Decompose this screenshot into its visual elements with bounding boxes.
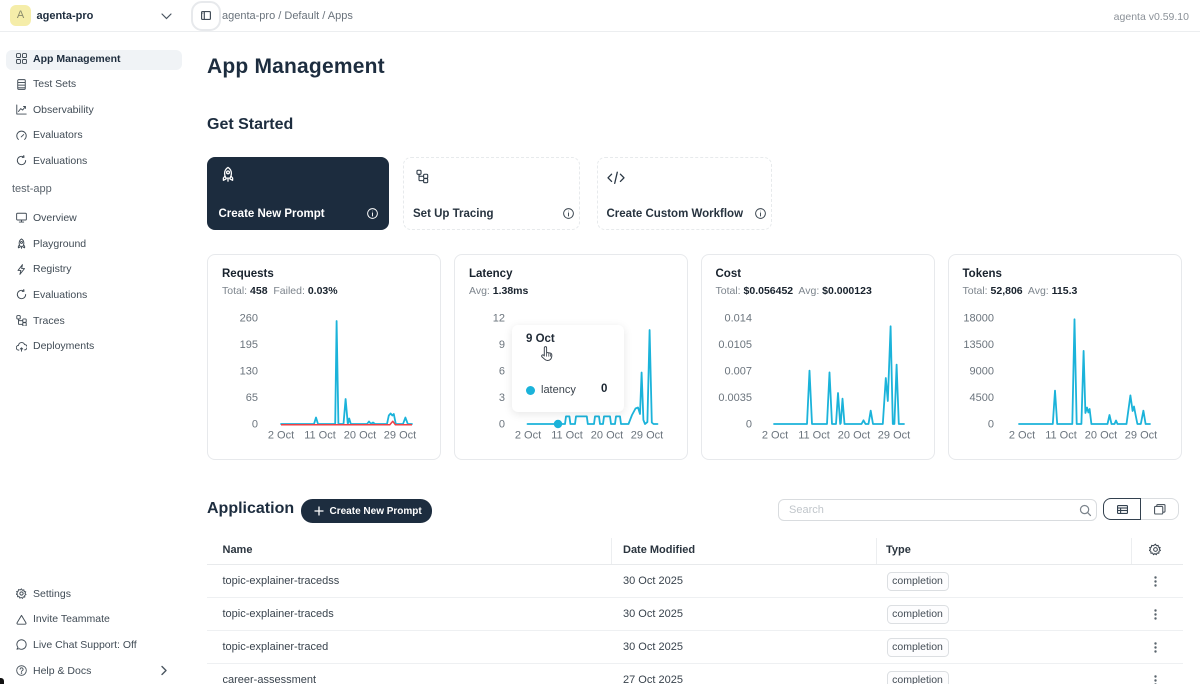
svg-text:20 Oct: 20 Oct — [837, 430, 869, 442]
svg-text:130: 130 — [240, 366, 258, 378]
svg-text:0: 0 — [745, 419, 751, 431]
svg-text:9000: 9000 — [969, 366, 993, 378]
svg-text:20 Oct: 20 Oct — [1084, 430, 1116, 442]
svg-text:6: 6 — [499, 366, 505, 378]
svg-text:0: 0 — [252, 419, 258, 431]
svg-text:29 Oct: 29 Oct — [877, 430, 909, 442]
svg-text:2 Oct: 2 Oct — [761, 430, 787, 442]
svg-text:20 Oct: 20 Oct — [591, 430, 623, 442]
svg-text:2 Oct: 2 Oct — [268, 430, 294, 442]
svg-text:12: 12 — [493, 313, 505, 325]
svg-text:13500: 13500 — [963, 339, 994, 351]
svg-text:260: 260 — [240, 313, 258, 325]
svg-text:195: 195 — [240, 339, 258, 351]
svg-text:29 Oct: 29 Oct — [631, 430, 663, 442]
svg-text:0.007: 0.007 — [724, 366, 752, 378]
svg-text:0.014: 0.014 — [724, 313, 752, 325]
svg-text:11 Oct: 11 Oct — [551, 430, 583, 442]
svg-text:20 Oct: 20 Oct — [344, 430, 376, 442]
svg-text:2 Oct: 2 Oct — [515, 430, 541, 442]
svg-text:11 Oct: 11 Oct — [798, 430, 830, 442]
svg-text:3: 3 — [499, 392, 505, 404]
svg-text:0.0105: 0.0105 — [718, 339, 752, 351]
svg-text:2 Oct: 2 Oct — [1008, 430, 1034, 442]
svg-text:11 Oct: 11 Oct — [1045, 430, 1077, 442]
svg-text:29 Oct: 29 Oct — [1124, 430, 1156, 442]
svg-text:29 Oct: 29 Oct — [384, 430, 416, 442]
svg-text:65: 65 — [246, 392, 258, 404]
svg-text:0.0035: 0.0035 — [718, 392, 752, 404]
svg-text:11 Oct: 11 Oct — [304, 430, 336, 442]
svg-text:4500: 4500 — [969, 392, 993, 404]
svg-text:0: 0 — [499, 419, 505, 431]
svg-text:0: 0 — [987, 419, 993, 431]
svg-text:18000: 18000 — [963, 313, 994, 325]
svg-text:9: 9 — [499, 339, 505, 351]
